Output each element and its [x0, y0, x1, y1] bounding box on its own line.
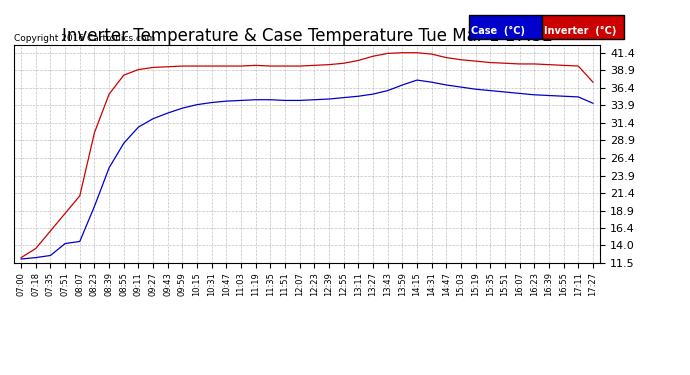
- Text: Copyright 2016 Cartronics.com: Copyright 2016 Cartronics.com: [14, 34, 155, 43]
- Text: Inverter  (°C): Inverter (°C): [544, 26, 616, 36]
- Text: Case  (°C): Case (°C): [471, 26, 525, 36]
- Title: Inverter Temperature & Case Temperature Tue Mar 1 17:32: Inverter Temperature & Case Temperature …: [61, 27, 553, 45]
